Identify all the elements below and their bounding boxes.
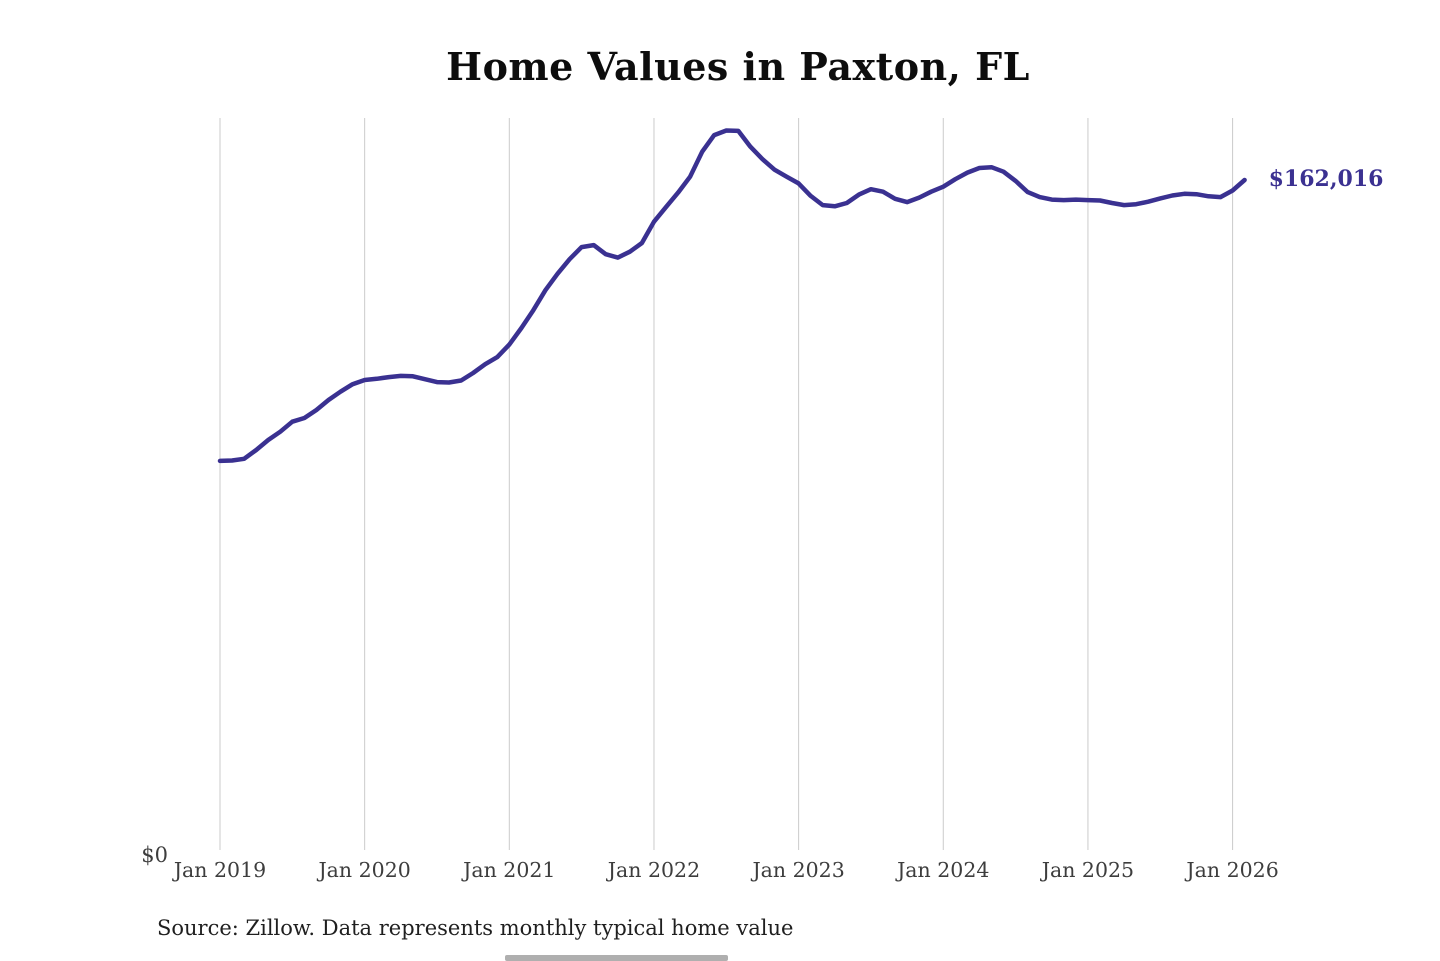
home-value-line: [217, 128, 1247, 464]
x-axis-tick-label: Jan 2024: [897, 858, 990, 882]
x-axis-tick-label: Jan 2023: [752, 858, 845, 882]
current-value-label: $162,016: [1268, 166, 1384, 192]
x-axis-tick-label: Jan 2022: [607, 858, 701, 882]
y-axis-zero-label: $0: [141, 843, 168, 867]
chart-title: Home Values in Paxton, FL: [446, 44, 1030, 89]
x-axis-tick-label: Jan 2025: [1041, 858, 1135, 882]
clipped-bottom-bar: [505, 955, 728, 961]
x-axis-tick-label: Jan 2026: [1186, 858, 1279, 882]
source-note: Source: Zillow. Data represents monthly …: [157, 916, 794, 940]
year-gridlines: [219, 118, 1234, 850]
x-axis-tick-label: Jan 2019: [173, 858, 267, 882]
x-axis-tick-label: Jan 2020: [318, 858, 411, 882]
x-axis-tick-label: Jan 2021: [463, 858, 556, 882]
